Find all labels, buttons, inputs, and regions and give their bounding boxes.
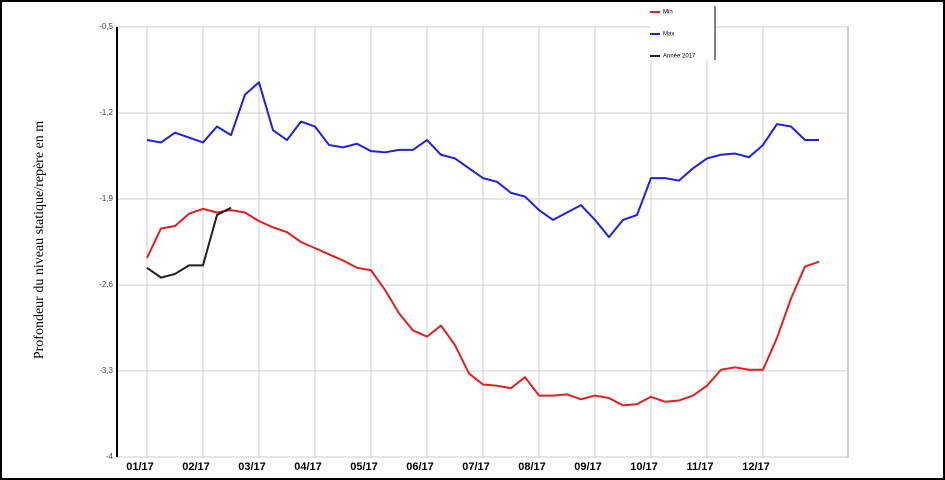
x-tick-label: 01/17 xyxy=(126,461,154,473)
legend-label: Min xyxy=(663,10,673,16)
x-tick-label: 12/17 xyxy=(742,461,770,473)
series-line xyxy=(146,81,819,239)
x-tick-label: 08/17 xyxy=(518,461,546,473)
y-tick-label: -1,2 xyxy=(99,108,113,117)
x-tick-label: 10/17 xyxy=(630,461,658,473)
x-tick-label: 06/17 xyxy=(406,461,434,473)
y-tick-label: -4 xyxy=(106,452,114,461)
y-axis-label: Profondeur du niveau statique/repère en … xyxy=(32,121,47,359)
y-tick-label: -2,6 xyxy=(99,280,113,289)
x-tick-label: 03/17 xyxy=(238,461,266,473)
series-line xyxy=(146,207,820,407)
legend-label: Max xyxy=(663,32,674,38)
x-tick-label: 02/17 xyxy=(182,461,210,473)
legend-label: Année 2017 xyxy=(663,54,696,60)
legend xyxy=(650,6,716,60)
y-tick-label: -3,3 xyxy=(99,366,113,375)
x-tick-label: 07/17 xyxy=(462,461,490,473)
x-tick-label: 11/17 xyxy=(687,461,714,473)
x-tick-label: 04/17 xyxy=(294,461,322,473)
x-tick-label: 05/17 xyxy=(350,461,378,473)
y-tick-label: -0,5 xyxy=(99,22,113,31)
x-tick-label: 09/17 xyxy=(574,461,602,473)
y-tick-label: -1,9 xyxy=(99,194,113,203)
series-line xyxy=(146,206,232,279)
